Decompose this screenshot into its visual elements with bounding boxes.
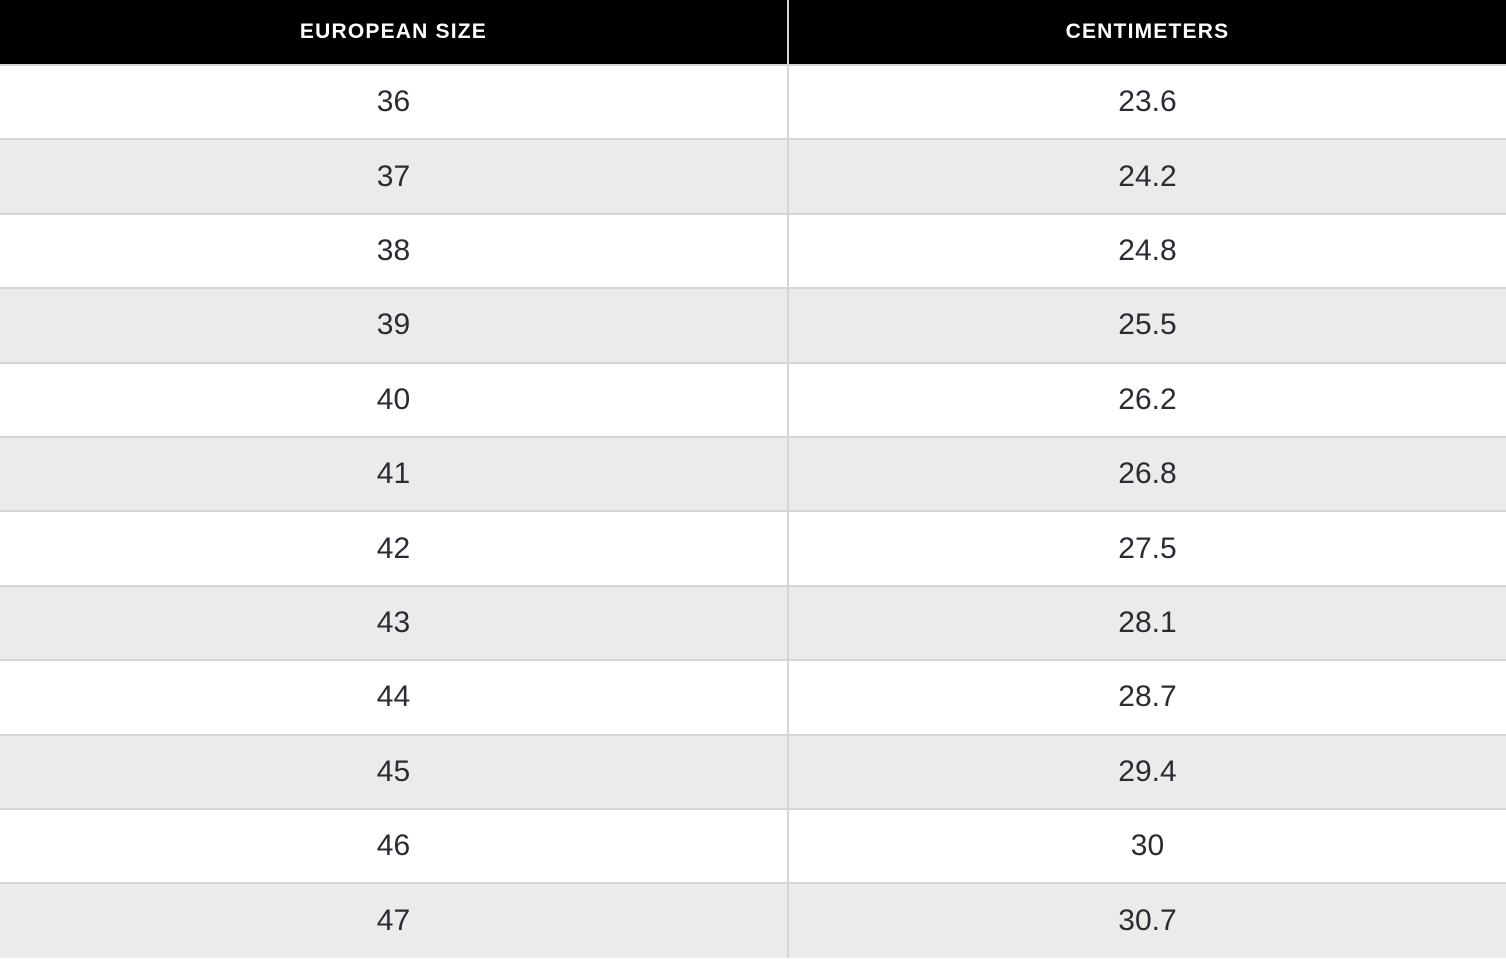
table-row: 39 25.5	[0, 287, 1506, 363]
centimeters-cell: 26.2	[787, 361, 1506, 437]
centimeters-cell: 25.5	[787, 287, 1506, 363]
header-row: EUROPEAN SIZE CENTIMETERS	[0, 0, 1506, 65]
centimeters-cell: 24.2	[787, 138, 1506, 214]
table-row: 47 30.7	[0, 882, 1506, 958]
table-row: 36 23.6	[0, 63, 1506, 140]
european-size-cell: 36	[0, 63, 789, 140]
european-size-cell: 41	[0, 435, 789, 512]
european-size-cell: 46	[0, 807, 789, 884]
table-row: 41 26.8	[0, 435, 1506, 512]
column-header-european-size: EUROPEAN SIZE	[0, 0, 789, 65]
centimeters-cell: 24.8	[787, 212, 1506, 289]
european-size-cell: 47	[0, 882, 789, 958]
table-row: 44 28.7	[0, 659, 1506, 735]
european-size-cell: 44	[0, 659, 789, 735]
centimeters-cell: 30.7	[787, 882, 1506, 958]
table-row: 37 24.2	[0, 138, 1506, 214]
european-size-cell: 43	[0, 584, 789, 661]
centimeters-cell: 26.8	[787, 435, 1506, 512]
centimeters-cell: 27.5	[787, 510, 1506, 586]
table-row: 46 30	[0, 807, 1506, 884]
european-size-cell: 37	[0, 138, 789, 214]
european-size-cell: 38	[0, 212, 789, 289]
european-size-cell: 42	[0, 510, 789, 586]
table-row: 43 28.1	[0, 584, 1506, 661]
centimeters-cell: 23.6	[787, 63, 1506, 140]
table-row: 38 24.8	[0, 212, 1506, 289]
european-size-cell: 45	[0, 733, 789, 809]
european-size-cell: 40	[0, 361, 789, 437]
table-body: 36 23.6 37 24.2 38 24.8 39 25.5 40 26.2 …	[0, 63, 1506, 958]
centimeters-cell: 28.1	[787, 584, 1506, 661]
table-row: 42 27.5	[0, 510, 1506, 586]
table-row: 40 26.2	[0, 361, 1506, 437]
column-header-centimeters: CENTIMETERS	[787, 0, 1506, 65]
european-size-cell: 39	[0, 287, 789, 363]
centimeters-cell: 30	[787, 807, 1506, 884]
centimeters-cell: 29.4	[787, 733, 1506, 809]
centimeters-cell: 28.7	[787, 659, 1506, 735]
table-row: 45 29.4	[0, 733, 1506, 809]
